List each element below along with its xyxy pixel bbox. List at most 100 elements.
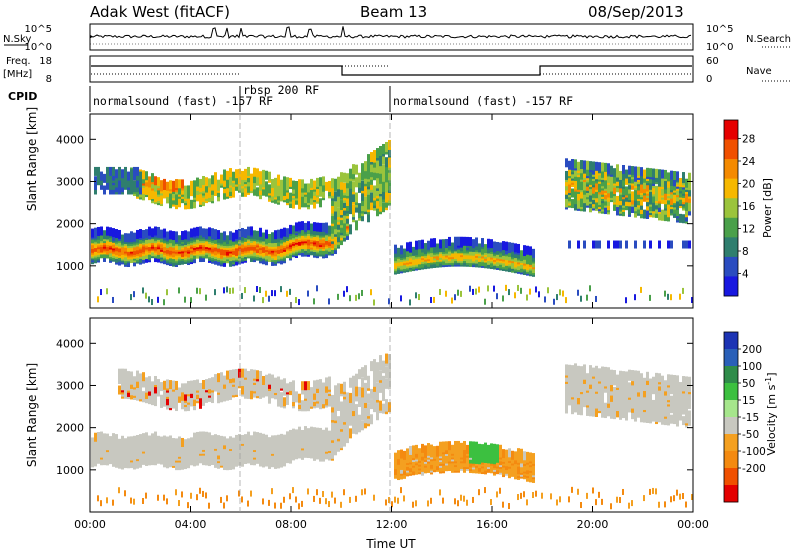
power-cell xyxy=(349,186,352,197)
power-cell xyxy=(139,171,142,181)
velocity-cell xyxy=(229,382,232,392)
power-cell xyxy=(364,201,367,212)
velocity-cell xyxy=(139,390,142,400)
power-cell xyxy=(94,227,97,237)
velocity-cell xyxy=(121,381,124,391)
power-cell xyxy=(517,243,520,253)
velocity-cell xyxy=(364,405,367,416)
power-cell xyxy=(109,176,112,186)
power-cell xyxy=(214,178,217,188)
velocity-cell xyxy=(190,437,193,447)
power-cell xyxy=(337,186,340,197)
velocity-cell xyxy=(235,368,238,378)
velocity-cell xyxy=(328,430,331,440)
velocity-cell xyxy=(217,394,220,404)
power-cell xyxy=(463,242,466,252)
y-tick-label: 2000 xyxy=(56,218,84,231)
power-cell xyxy=(343,172,346,183)
power-cell xyxy=(109,227,112,237)
velocity-cell xyxy=(370,361,373,372)
colorbar-swatch xyxy=(724,198,738,219)
power-cell xyxy=(505,284,507,291)
velocity-cell xyxy=(400,487,402,494)
velocity-cell xyxy=(331,420,334,431)
power-cell xyxy=(586,294,588,301)
power-cell xyxy=(382,143,385,154)
velocity-cell xyxy=(325,427,328,437)
power-cell xyxy=(115,183,118,193)
power-cell xyxy=(379,153,382,164)
power-cell xyxy=(451,297,453,304)
power-cell xyxy=(181,179,184,189)
velocity-cell xyxy=(337,423,340,434)
power-cell xyxy=(157,226,160,236)
velocity-cell xyxy=(367,393,370,404)
power-cell xyxy=(112,166,115,176)
power-cell xyxy=(256,187,259,197)
power-cell xyxy=(373,150,376,161)
power-cell xyxy=(331,228,334,239)
power-cell xyxy=(184,296,186,303)
velocity-cell xyxy=(322,429,325,439)
power-cell xyxy=(352,164,355,175)
power-cell xyxy=(580,189,583,199)
colorbar-swatch xyxy=(724,276,738,297)
power-cell xyxy=(268,171,271,181)
velocity-cell xyxy=(364,488,366,495)
velocity-cell xyxy=(100,431,103,441)
velocity-cell xyxy=(367,375,370,386)
velocity-cell xyxy=(361,377,364,388)
power-cell xyxy=(346,173,349,184)
velocity-cell xyxy=(319,379,322,389)
velocity-cell xyxy=(172,438,175,448)
power-cell xyxy=(121,169,124,179)
power-cell xyxy=(334,191,337,202)
power-cell xyxy=(235,229,238,239)
power-cell xyxy=(343,213,346,224)
velocity-cell xyxy=(256,378,259,388)
velocity-cell xyxy=(202,490,204,497)
power-cell xyxy=(280,192,283,202)
velocity-cell xyxy=(316,427,319,437)
power-cell xyxy=(238,168,241,178)
power-cell xyxy=(250,173,253,183)
power-cell xyxy=(334,234,337,245)
power-cell xyxy=(592,184,595,194)
velocity-cell xyxy=(238,368,241,378)
velocity-cell xyxy=(148,376,151,386)
power-cell xyxy=(613,201,616,211)
velocity-cell xyxy=(385,353,388,364)
power-cell xyxy=(376,203,379,214)
power-cell xyxy=(337,196,340,207)
power-cell xyxy=(133,180,136,190)
power-cell xyxy=(133,171,136,181)
power-cell xyxy=(274,188,277,198)
velocity-cell xyxy=(385,499,387,506)
power-cell xyxy=(667,172,670,182)
velocity-cell xyxy=(286,431,289,441)
power-cell xyxy=(430,244,433,254)
power-cell xyxy=(286,228,289,238)
power-cell xyxy=(295,297,297,304)
velocity-cell xyxy=(121,368,124,378)
nave-trace xyxy=(91,65,692,76)
velocity-cell xyxy=(376,362,379,373)
velocity-cell xyxy=(136,391,139,401)
power-cell xyxy=(124,166,127,176)
power-cell xyxy=(190,199,193,209)
velocity-cell xyxy=(199,382,202,392)
power-cell xyxy=(388,170,391,181)
velocity-cell xyxy=(187,393,190,403)
velocity-cell xyxy=(382,383,385,394)
velocity-cell xyxy=(388,379,391,390)
colorbar-swatch xyxy=(724,256,738,277)
power-cell xyxy=(628,191,631,201)
velocity-cell xyxy=(166,379,169,389)
velocity-cell xyxy=(220,382,223,392)
velocity-cell xyxy=(154,431,157,441)
power-cell xyxy=(595,161,598,171)
power-cell xyxy=(142,185,145,195)
power-cell xyxy=(118,183,121,193)
power-cell xyxy=(532,248,535,258)
power-cell xyxy=(205,228,208,238)
